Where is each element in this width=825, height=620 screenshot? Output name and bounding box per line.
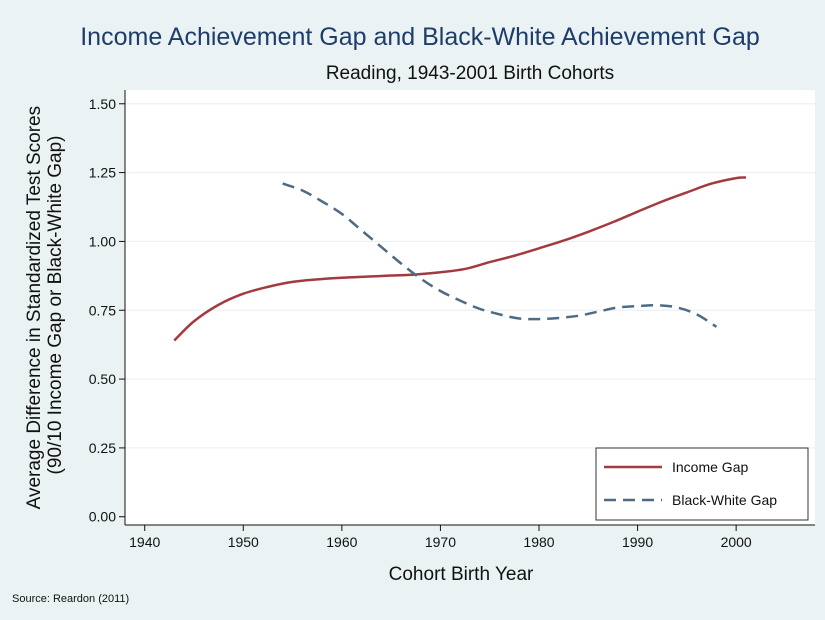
- data-point-income-gap-9: [390, 274, 393, 277]
- legend-box: [595, 447, 809, 521]
- data-point-black-white-gap-2: [321, 200, 324, 203]
- data-point-black-white-gap-11: [498, 313, 501, 316]
- data-point-income-gap-2: [217, 303, 220, 306]
- data-point-black-white-gap-4: [360, 229, 363, 232]
- axes: 0.00 0.25 0.50 0.75 1.00 1.25 1.50 1940 1950 1960…: [89, 90, 815, 550]
- data-point-income-gap-11: [439, 271, 442, 274]
- data-point-income-gap-21: [685, 191, 688, 194]
- x-tick-label-1: 1950: [228, 534, 259, 550]
- chart-title: Income Achievement Gap and Black-White A…: [80, 23, 760, 51]
- data-point-black-white-gap-17: [616, 306, 619, 309]
- data-point-income-gap-16: [562, 239, 565, 242]
- series-line-black-white-gap: [282, 182, 718, 328]
- series-layer: [173, 176, 747, 342]
- x-tick-label-3: 1970: [425, 534, 456, 550]
- data-point-income-gap-18: [611, 221, 614, 224]
- data-point-black-white-gap-16: [597, 310, 600, 313]
- x-axis-label: Cohort Birth Year: [389, 564, 534, 585]
- y-tick-label-3: 0.75: [89, 302, 116, 318]
- y-axis-label-line-1: Average Difference in Standardized Test …: [24, 106, 45, 509]
- data-point-black-white-gap-14: [557, 316, 560, 319]
- data-point-black-white-gap-6: [399, 262, 402, 265]
- x-tick-label-2: 1960: [326, 534, 357, 550]
- data-point-income-gap-17: [587, 230, 590, 233]
- data-point-black-white-gap-20: [675, 306, 678, 309]
- x-tick-label-0: 1940: [129, 534, 160, 550]
- x-tick-label-4: 1980: [523, 534, 554, 550]
- legend: Income Gap Black-White Gap: [595, 447, 809, 521]
- y-tick-label-0: 0.00: [89, 509, 116, 525]
- x-tick-label-6: 2000: [721, 534, 752, 550]
- data-point-black-white-gap-13: [537, 317, 540, 320]
- data-point-income-gap-8: [365, 275, 368, 278]
- data-point-black-white-gap-12: [518, 317, 521, 320]
- data-point-income-gap-5: [291, 280, 294, 283]
- y-axis-label-line-2: (90/10 Income Gap or Black-White Gap): [45, 136, 66, 475]
- data-point-income-gap-0: [173, 339, 176, 342]
- data-point-income-gap-1: [192, 320, 195, 323]
- y-tick-label-1: 0.25: [89, 440, 116, 456]
- data-point-black-white-gap-5: [380, 245, 383, 248]
- data-point-income-gap-6: [316, 278, 319, 281]
- data-point-black-white-gap-8: [439, 289, 442, 292]
- chart-subtitle: Reading, 1943-2001 Birth Cohorts: [326, 63, 614, 84]
- data-point-black-white-gap-18: [636, 305, 639, 308]
- data-point-income-gap-12: [463, 267, 466, 270]
- y-axis-label: Average Difference in Standardized Test …: [24, 101, 66, 510]
- y-tick-label-6: 1.50: [89, 96, 116, 112]
- data-point-black-white-gap-1: [301, 189, 304, 192]
- data-point-black-white-gap-19: [656, 304, 659, 307]
- y-tick-label-5: 1.25: [89, 165, 116, 181]
- data-point-black-white-gap-21: [695, 313, 698, 316]
- data-point-income-gap-14: [513, 254, 516, 257]
- source-note: Source: Reardon (2011): [12, 593, 129, 605]
- data-point-income-gap-15: [537, 247, 540, 250]
- y-tick-label-4: 1.00: [89, 233, 116, 249]
- y-tick-label-2: 0.50: [89, 371, 116, 387]
- data-point-income-gap-7: [340, 276, 343, 279]
- series-line-income-gap: [173, 176, 747, 342]
- legend-label-income-gap: Income Gap: [672, 459, 748, 475]
- data-point-black-white-gap-10: [478, 307, 481, 310]
- data-point-income-gap-3: [242, 292, 245, 295]
- gridlines: [125, 103, 815, 449]
- data-point-black-white-gap-9: [459, 299, 462, 302]
- legend-label-black-white-gap: Black-White Gap: [672, 492, 777, 508]
- x-tick-label-5: 1990: [622, 534, 653, 550]
- data-point-black-white-gap-15: [577, 314, 580, 317]
- data-point-black-white-gap-22: [715, 325, 718, 328]
- data-point-income-gap-24: [744, 176, 747, 179]
- data-point-income-gap-23: [735, 177, 738, 180]
- data-point-income-gap-19: [636, 210, 639, 213]
- data-point-income-gap-22: [710, 182, 713, 185]
- data-point-black-white-gap-3: [340, 212, 343, 215]
- data-point-black-white-gap-0: [281, 182, 284, 185]
- data-point-income-gap-4: [266, 285, 269, 288]
- data-point-income-gap-20: [661, 200, 664, 203]
- data-point-income-gap-13: [488, 260, 491, 263]
- data-point-black-white-gap-7: [419, 277, 422, 280]
